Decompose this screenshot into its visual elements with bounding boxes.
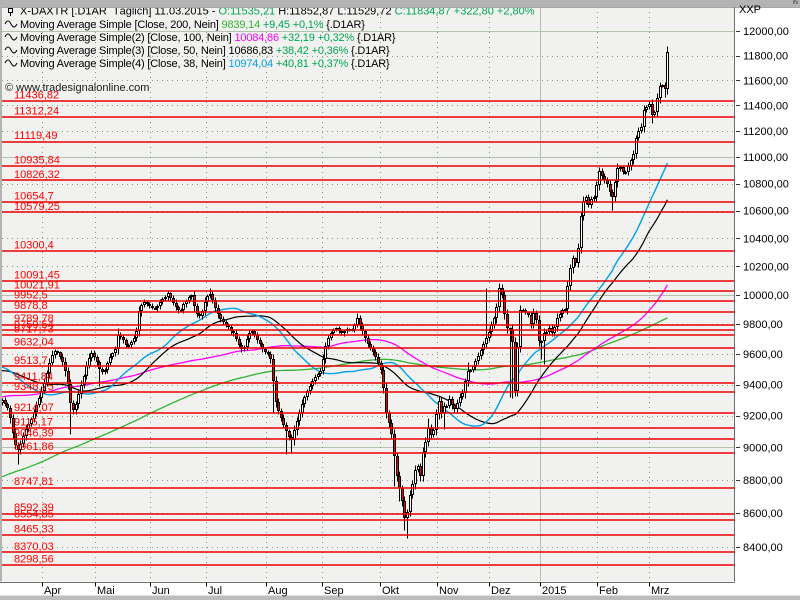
svg-text:9632,04: 9632,04: [14, 337, 54, 349]
svg-text:Feb: Feb: [599, 585, 618, 597]
svg-text:Aug: Aug: [268, 585, 288, 597]
svg-text:9759,54: 9759,54: [14, 319, 54, 331]
svg-text:9411,84: 9411,84: [14, 371, 53, 383]
svg-text:8400,00: 8400,00: [743, 542, 783, 554]
svg-text:10300,4: 10300,4: [14, 240, 54, 252]
svg-text:X-DAXTR [.D1AR Täglich] 11.03: X-DAXTR [.D1AR Täglich] 11.03.2015 - O:1…: [20, 6, 535, 18]
svg-text:8465,33: 8465,33: [14, 524, 54, 536]
svg-text:8554,85: 8554,85: [14, 509, 54, 521]
svg-text:9400,00: 9400,00: [743, 380, 783, 392]
svg-text:Sep: Sep: [324, 585, 344, 597]
svg-text:© www.tradesignalonline.com: © www.tradesignalonline.com: [5, 82, 149, 94]
svg-text:9789,78: 9789,78: [14, 313, 54, 325]
svg-text:9878,8: 9878,8: [14, 300, 48, 312]
svg-text:9513,7: 9513,7: [14, 355, 48, 367]
svg-text:11400,00: 11400,00: [743, 100, 788, 112]
svg-text:9046,39: 9046,39: [14, 428, 54, 440]
svg-text:8800,00: 8800,00: [743, 475, 783, 487]
svg-text:11312,24: 11312,24: [14, 105, 59, 117]
svg-text:2015: 2015: [542, 585, 566, 597]
svg-text:12000,00: 12000,00: [743, 26, 789, 38]
svg-text:8600,00: 8600,00: [743, 508, 783, 520]
svg-text:10800,00: 10800,00: [743, 179, 789, 191]
svg-text:9115,17: 9115,17: [14, 417, 53, 429]
svg-text:XXP: XXP: [739, 4, 761, 16]
svg-text:9348,75: 9348,75: [14, 381, 54, 393]
svg-text:Moving Average Simple(3) [Clos: Moving Average Simple(3) [Close, 50, Nei…: [20, 45, 390, 57]
svg-text:8298,56: 8298,56: [14, 553, 54, 565]
svg-text:10654,7: 10654,7: [14, 191, 54, 203]
svg-text:11119,49: 11119,49: [14, 130, 57, 142]
svg-text:Jun: Jun: [152, 585, 170, 597]
svg-text:Apr: Apr: [44, 585, 61, 597]
svg-text:9214,07: 9214,07: [14, 402, 54, 414]
svg-text:10826,32: 10826,32: [14, 169, 60, 181]
svg-text:9800,00: 9800,00: [743, 319, 783, 331]
svg-text:9600,00: 9600,00: [743, 349, 783, 361]
svg-text:10091,45: 10091,45: [14, 269, 60, 281]
svg-text:10021,91: 10021,91: [14, 279, 60, 291]
svg-text:Dez: Dez: [491, 585, 511, 597]
svg-text:9717,73: 9717,73: [14, 324, 54, 336]
svg-text:9000,00: 9000,00: [743, 442, 783, 454]
svg-text:8592,39: 8592,39: [14, 502, 54, 514]
svg-text:8370,03: 8370,03: [14, 541, 54, 553]
svg-text:11800,00: 11800,00: [743, 51, 788, 63]
svg-text:Mrz: Mrz: [651, 585, 669, 597]
svg-text:Moving Average Simple(4) [Clos: Moving Average Simple(4) [Close, 38, Nei…: [20, 58, 390, 70]
svg-text:Moving Average Simple [Close,: Moving Average Simple [Close, 200, Nein]…: [20, 19, 365, 31]
svg-text:11200,00: 11200,00: [743, 126, 788, 138]
svg-text:10935,84: 10935,84: [14, 154, 60, 166]
svg-text:10400,00: 10400,00: [743, 233, 789, 245]
svg-text:9200,00: 9200,00: [743, 411, 783, 423]
svg-text:11600,00: 11600,00: [743, 75, 788, 87]
svg-text:10200,00: 10200,00: [743, 261, 789, 273]
svg-text:Nov: Nov: [439, 585, 459, 597]
svg-text:11436,82: 11436,82: [14, 90, 59, 102]
svg-text:8961,86: 8961,86: [14, 441, 54, 453]
svg-text:Jul: Jul: [208, 585, 222, 597]
svg-text:10600,00: 10600,00: [743, 206, 789, 218]
svg-text:10000,00: 10000,00: [743, 290, 789, 302]
svg-text:8747,81: 8747,81: [14, 476, 54, 488]
svg-text:9952,5: 9952,5: [14, 289, 48, 301]
svg-text:11000,00: 11000,00: [743, 152, 788, 164]
svg-text:Okt: Okt: [382, 585, 399, 597]
svg-text:Mai: Mai: [97, 585, 115, 597]
svg-text:Moving Average Simple(2) [Clos: Moving Average Simple(2) [Close, 100, Ne…: [20, 32, 396, 44]
svg-text:10579,25: 10579,25: [14, 201, 60, 213]
